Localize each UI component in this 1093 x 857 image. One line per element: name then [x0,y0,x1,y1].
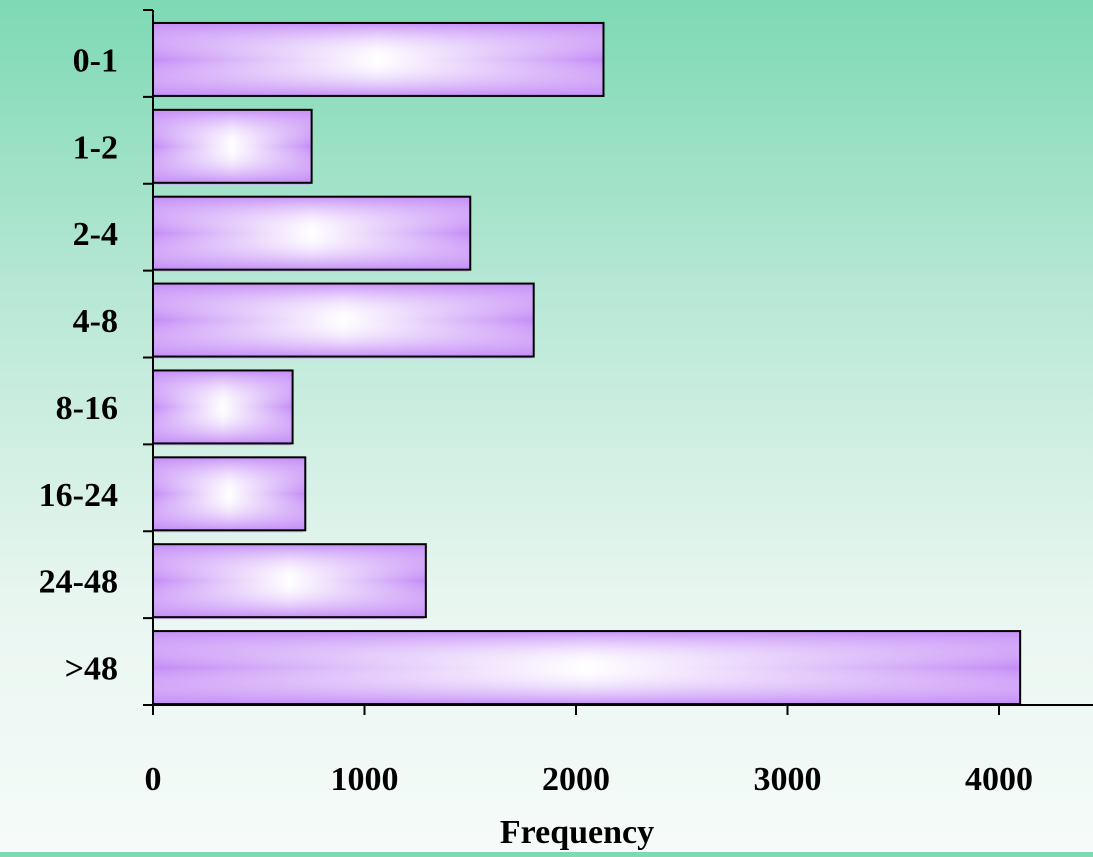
category-label: 8-16 [56,390,118,427]
bar-shade [153,109,312,183]
category-label: 0-1 [73,42,118,79]
bar-shade [153,196,471,270]
bar-8-16 [152,369,294,445]
bar-shade [153,22,604,96]
bar-shade [153,544,426,618]
category-label: 16-24 [39,477,118,514]
x-tick-label: 3000 [754,761,822,798]
bar-2-4 [152,195,472,271]
category-labels: 0-1 1-2 2-4 4-8 8-16 16-24 24-48 >48 [39,42,118,687]
x-axis-ticks [152,705,1000,715]
category-label: >48 [65,651,118,688]
category-label: 1-2 [73,129,118,166]
x-tick-label: 4000 [965,761,1033,798]
bar-shade [153,631,1021,705]
x-tick-label: 0 [145,761,162,798]
x-tick-label: 2000 [542,761,610,798]
x-tick-label: 1000 [331,761,399,798]
category-label: 4-8 [73,303,118,340]
bar-24-48 [152,543,427,619]
category-label: 2-4 [73,216,118,253]
category-label: 24-48 [39,564,118,601]
bar-1-2 [152,108,313,184]
bars [152,21,1022,706]
bar-shade [153,457,306,531]
bar-0-1 [152,21,605,97]
bar-4-8 [152,282,535,358]
bar->48 [152,630,1022,706]
y-axis-ticks [143,9,153,706]
bar-shade [153,370,293,444]
x-tick-labels: 0 1000 2000 3000 4000 [145,761,1034,798]
bar-shade [153,283,534,357]
x-axis-title: Frequency [500,814,654,851]
bar-16-24 [152,456,307,532]
